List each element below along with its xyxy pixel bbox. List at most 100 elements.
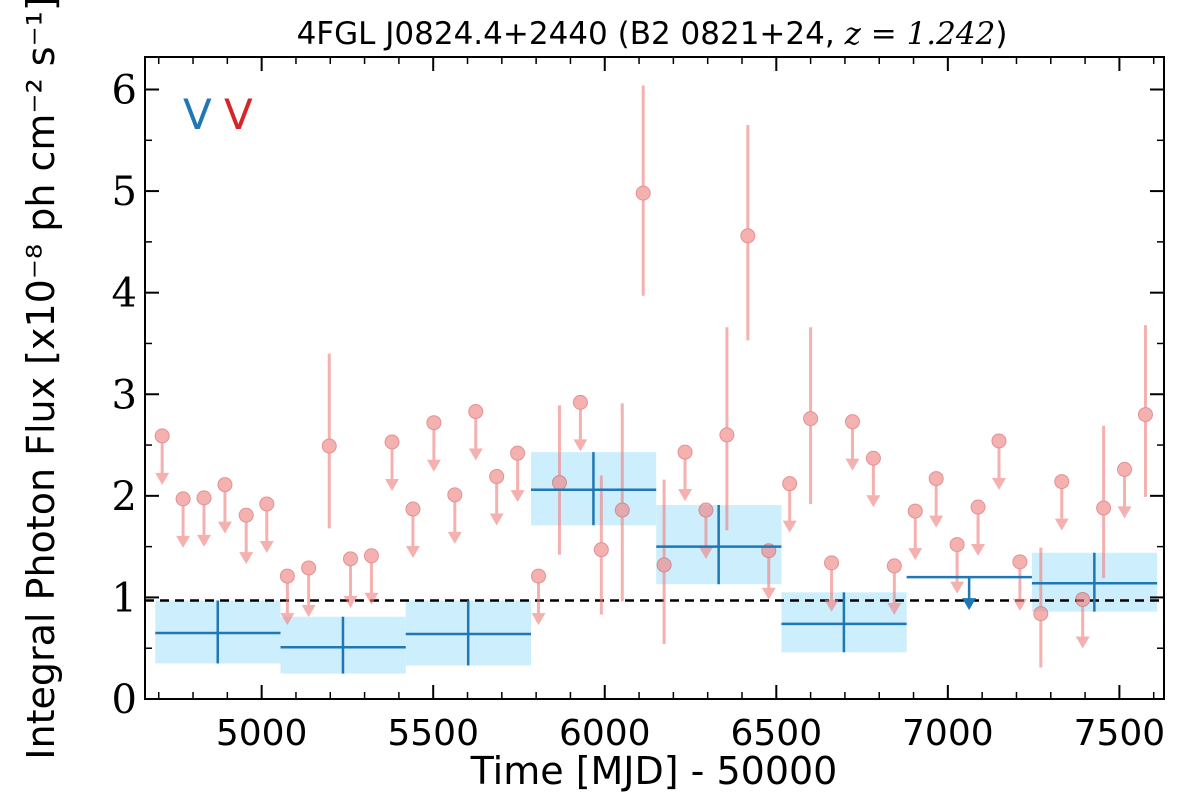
monthly-marker <box>510 445 526 461</box>
upper-limit-arrow-head <box>385 478 400 491</box>
upper-limit-arrow-head <box>845 458 860 471</box>
monthly-marker <box>426 415 442 431</box>
monthly-point-22 <box>614 403 630 602</box>
monthly-marker <box>259 496 275 512</box>
monthly-marker <box>1033 606 1049 622</box>
monthly-point-15 <box>468 404 484 461</box>
monthly-marker <box>677 444 693 460</box>
monthly-point-41 <box>1012 554 1028 611</box>
monthly-marker <box>154 428 170 444</box>
monthly-marker <box>531 568 547 584</box>
upper-limit-arrow-head <box>176 535 191 548</box>
upper-limit-arrow-head <box>887 602 902 615</box>
monthly-point-17 <box>510 445 526 503</box>
binned-point-4 <box>656 504 782 585</box>
y-tick-label: 1 <box>112 575 137 621</box>
y-tick-label: 6 <box>112 68 137 114</box>
monthly-marker <box>991 433 1007 449</box>
axis-ticks: 5000 5500 6000 6500 7000 7500 0 1 2 3 4 5 6 <box>112 57 1165 754</box>
binned-point-0 <box>155 600 281 664</box>
binned-point-7 <box>1031 552 1158 612</box>
binned-point-6 <box>906 575 1032 611</box>
upper-limit-arrow-head <box>343 595 358 608</box>
monthly-point-3 <box>217 477 233 534</box>
monthly-marker <box>175 491 191 507</box>
monthly-marker <box>321 438 337 454</box>
upper-limit-arrow-head <box>364 592 379 605</box>
monthly-point-36 <box>907 503 923 561</box>
x-tick-label: 5000 <box>216 713 308 754</box>
monthly-marker <box>719 427 735 443</box>
y-tick-label: 4 <box>112 271 137 317</box>
upper-limit-arrow-head <box>1012 598 1027 611</box>
monthly-point-12 <box>405 501 421 559</box>
upper-limit-arrow-head <box>1075 636 1090 649</box>
upper-limit-arrow-head <box>239 552 254 565</box>
upper-limit-arrow-head <box>761 587 776 600</box>
monthly-point-18 <box>531 568 547 626</box>
monthly-point-19 <box>551 405 567 555</box>
monthly-point-32 <box>824 555 840 612</box>
monthly-point-16 <box>489 469 505 526</box>
monthly-point-47 <box>1137 325 1153 497</box>
monthly-point-11 <box>384 434 400 491</box>
plot-frame <box>144 56 1165 700</box>
monthly-marker <box>1012 554 1028 570</box>
upper-limit-arrow-head <box>197 534 212 547</box>
upper-limit-arrow-head <box>866 495 881 508</box>
monthly-marker <box>1117 461 1133 477</box>
monthly-point-5 <box>259 496 275 553</box>
upper-limit-arrow-head <box>217 521 232 534</box>
monthly-marker <box>572 394 588 410</box>
monthly-marker <box>949 537 965 553</box>
monthly-marker <box>886 558 902 574</box>
monthly-point-39 <box>970 499 986 557</box>
chart-title-redshift: z = 1.242 <box>844 16 996 52</box>
binned-upper-limit-head <box>962 598 977 611</box>
upper-limit-arrow-head <box>1054 518 1069 531</box>
monthly-marker <box>635 185 651 201</box>
monthly-point-9 <box>343 551 359 608</box>
upper-limit-arrow-head <box>698 547 713 560</box>
monthly-point-2 <box>196 490 212 547</box>
binned-point-3 <box>530 452 657 526</box>
y-tick-label: 3 <box>112 372 137 418</box>
monthly-point-1 <box>175 491 191 548</box>
monthly-marker <box>1054 474 1070 490</box>
monthly-point-24 <box>656 479 672 645</box>
monthly-point-13 <box>426 415 442 472</box>
upper-limit-arrow-head <box>280 613 295 626</box>
upper-limit-arrow-head <box>1117 506 1132 519</box>
upper-limit-arrow-head <box>782 520 797 533</box>
chart-title-tail: ) <box>995 16 1007 52</box>
monthly-marker <box>698 502 714 518</box>
upper-limit-arrow-head <box>971 544 986 557</box>
monthly-marker <box>656 557 672 573</box>
monthly-point-6 <box>279 568 295 626</box>
y-axis-label: Integral Photon Flux [x10⁻⁸ ph cm⁻² s⁻¹] <box>19 0 63 760</box>
monthly-marker <box>489 469 505 485</box>
y-tick-label: 5 <box>112 169 137 215</box>
monthly-point-45 <box>1096 425 1112 579</box>
monthly-marker <box>593 542 609 558</box>
upper-limit-arrow-head <box>510 490 525 503</box>
upper-limit-arrow-head <box>573 439 588 452</box>
monthly-marker <box>824 555 840 571</box>
monthly-point-35 <box>886 558 902 615</box>
upper-limit-arrow-head <box>908 548 923 561</box>
binned-point-2 <box>405 600 531 666</box>
monthly-point-43 <box>1054 474 1070 531</box>
binned-point-1 <box>280 616 406 674</box>
monthly-marker <box>196 490 212 506</box>
upper-limit-arrow-head <box>929 515 944 528</box>
monthly-marker <box>447 487 463 503</box>
monthly-marker <box>551 475 567 491</box>
monthly-point-4 <box>238 507 254 565</box>
upper-limit-arrow-head <box>447 531 462 544</box>
monthly-marker <box>238 507 254 523</box>
binned-point-5 <box>781 592 907 653</box>
legend-entry-blue: V <box>183 90 212 139</box>
upper-limit-arrow-head <box>824 599 839 612</box>
monthly-marker <box>384 434 400 450</box>
upper-limit-arrow-head <box>155 472 170 485</box>
